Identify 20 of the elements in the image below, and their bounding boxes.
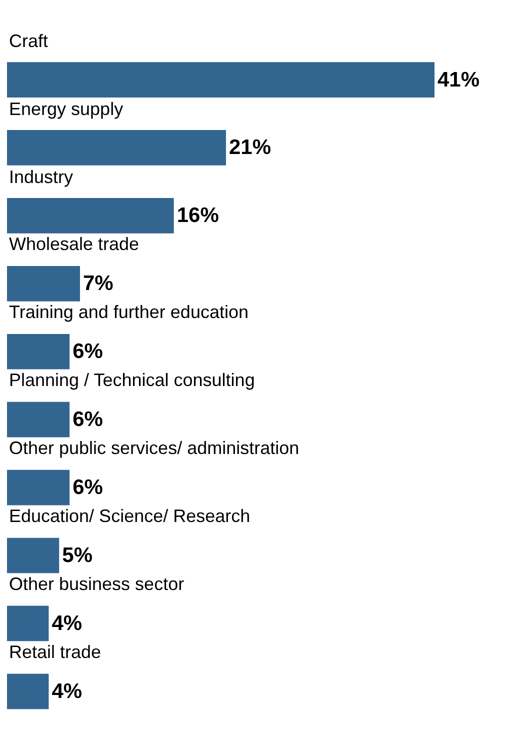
data-label: 6%: [72, 476, 104, 500]
y-tick-label: Wholesale trade: [9, 234, 140, 254]
data-label: 41%: [438, 68, 480, 92]
y-tick-label: Retail trade: [9, 642, 102, 662]
y-tick-label: Education/ Science/ Research: [9, 506, 250, 526]
data-label: 4%: [52, 612, 82, 635]
data-label: 7%: [82, 272, 114, 296]
data-label: 5%: [62, 544, 93, 567]
data-label: 21%: [228, 136, 272, 160]
y-tick-label: Craft: [9, 31, 48, 51]
y-tick-label: Industry: [9, 167, 74, 187]
y-tick-label: Other business sector: [9, 574, 184, 594]
y-tick-label: Other public services/ administration: [9, 438, 300, 458]
data-label: 6%: [72, 340, 104, 364]
y-tick-label: Planning / Technical consulting: [9, 370, 255, 390]
data-label: 16%: [176, 204, 220, 228]
data-label: 4%: [52, 680, 82, 703]
y-tick-label: Energy supply: [9, 99, 124, 119]
y-tick-label: Training and further education: [9, 302, 248, 322]
data-label: 6%: [72, 408, 104, 432]
